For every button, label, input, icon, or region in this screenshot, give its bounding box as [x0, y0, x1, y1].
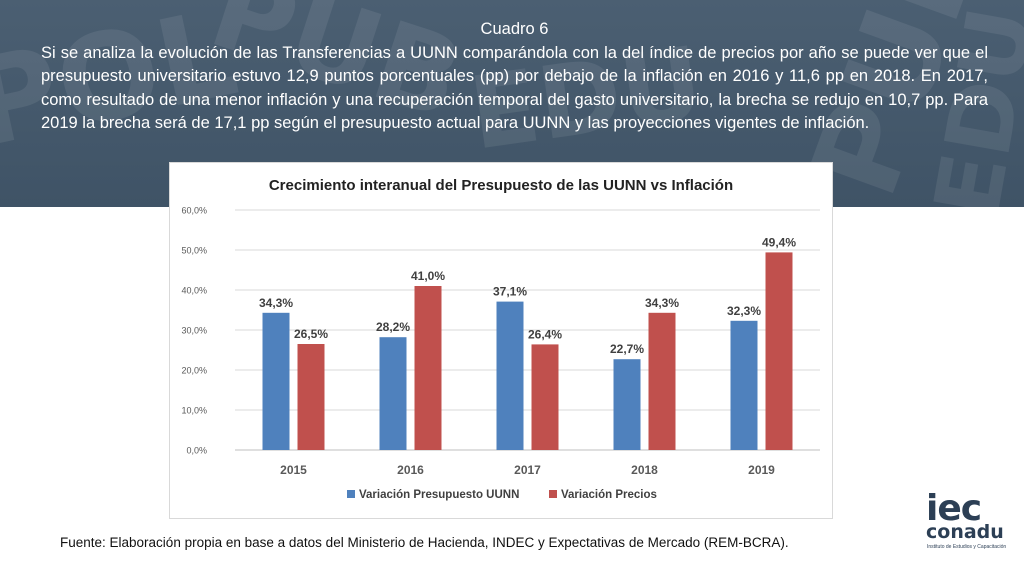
y-tick-label: 40,0%	[181, 286, 207, 296]
iec-conadu-logo: iec conadu Instituto de Estudios y Capac…	[926, 488, 1007, 550]
legend-swatch	[549, 490, 557, 498]
header-text: Cuadro 6 Si se analiza la evolución de l…	[41, 18, 988, 136]
legend-label: Variación Precios	[561, 489, 657, 501]
data-label: 28,2%	[376, 320, 410, 334]
bar-precios	[414, 286, 442, 450]
x-tick-label: 2016	[397, 463, 424, 477]
slide-body-text: Si se analiza la evolución de las Transf…	[41, 43, 988, 133]
data-label: 41,0%	[411, 269, 445, 283]
bar-chart: Crecimiento interanual del Presupuesto d…	[181, 177, 820, 501]
y-tick-label: 0,0%	[186, 446, 207, 456]
x-tick-label: 2018	[631, 463, 658, 477]
y-tick-label: 10,0%	[181, 406, 207, 416]
bar-presupuesto	[730, 320, 758, 450]
bar-precios	[765, 252, 793, 450]
bar-presupuesto	[262, 312, 290, 450]
y-tick-label: 30,0%	[181, 326, 207, 336]
bar-precios	[531, 344, 559, 450]
x-tick-label: 2015	[280, 463, 307, 477]
legend-swatch	[347, 490, 355, 498]
slide-title: Cuadro 6	[480, 20, 549, 38]
source-footnote: Fuente: Elaboración propia en base a dat…	[60, 535, 789, 550]
data-label: 22,7%	[610, 342, 644, 356]
data-label: 26,5%	[294, 327, 328, 341]
data-label: 49,4%	[762, 235, 796, 249]
logo-subtitle: Instituto de Estudios y Capacitación	[927, 544, 1007, 550]
x-tick-label: 2019	[748, 463, 775, 477]
legend-label: Variación Presupuesto UUNN	[359, 489, 519, 501]
y-tick-label: 60,0%	[181, 206, 207, 216]
chart-card: Crecimiento interanual del Presupuesto d…	[169, 162, 833, 519]
chart-title: Crecimiento interanual del Presupuesto d…	[269, 177, 733, 194]
data-label: 26,4%	[528, 327, 562, 341]
bar-presupuesto	[379, 337, 407, 450]
bar-presupuesto	[613, 359, 641, 450]
y-tick-label: 20,0%	[181, 366, 207, 376]
data-label: 34,3%	[259, 296, 293, 310]
data-label: 34,3%	[645, 296, 679, 310]
bar-precios	[297, 344, 325, 450]
data-label: 37,1%	[493, 285, 527, 299]
x-tick-label: 2017	[514, 463, 541, 477]
data-label: 32,3%	[727, 304, 761, 318]
bar-precios	[648, 312, 676, 450]
bar-presupuesto	[496, 301, 524, 450]
y-tick-label: 50,0%	[181, 246, 207, 256]
